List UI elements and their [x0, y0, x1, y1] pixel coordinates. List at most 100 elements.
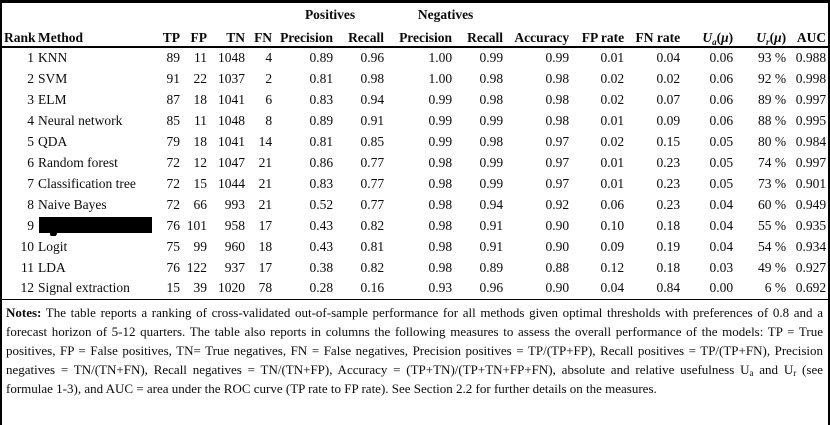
- cell-rank: 6: [27, 154, 34, 170]
- cell-fp-rate: 0.01: [600, 154, 625, 170]
- column-header-auc: AUC: [788, 23, 828, 48]
- cell-accuracy: 0.97: [545, 154, 570, 170]
- cell-auc: 0.692: [788, 278, 828, 300]
- cell-auc: 0.935: [795, 217, 827, 233]
- cell-recall-pos: 0.94: [360, 91, 385, 107]
- cell-fp: 18: [193, 133, 208, 149]
- cell-auc: 0.995: [795, 112, 827, 128]
- column-header-precision-pos: Precision: [274, 23, 336, 48]
- cell-tp: 89: [166, 50, 181, 65]
- cell-rank: 5: [27, 133, 34, 149]
- cell-fn-rate: 0.19: [656, 238, 681, 254]
- cell-ua: 0.05: [709, 154, 734, 170]
- cell-ua: 0.04: [709, 238, 734, 254]
- cell-fn-rate: 0.18: [656, 259, 681, 275]
- cell-auc: 0.949: [795, 196, 827, 212]
- cell-ua: 0.06: [709, 91, 734, 107]
- cell-fn: 6: [265, 91, 273, 107]
- column-header-recall-pos: Recall: [335, 23, 387, 48]
- cell-fn: 2: [265, 70, 273, 86]
- cell-fn-rate: 0.09: [656, 112, 681, 128]
- cell-precision-neg: 0.99: [428, 112, 453, 128]
- table-row: 11 LDA 76 122 937 17 0.38 0.82 0.98 0.89 0.88 0.12 0…: [2, 257, 828, 278]
- cell-tn: 993: [224, 196, 245, 212]
- cell-rank: 11: [21, 259, 34, 275]
- cell-fp-rate: 0.10: [600, 217, 625, 233]
- cell-method: Classification tree: [38, 175, 136, 191]
- cell-accuracy: 0.98: [545, 91, 570, 107]
- cell-precision-pos: 0.89: [309, 50, 334, 65]
- cell-ur: 6 %: [735, 278, 789, 300]
- cell-recall-pos: 0.85: [360, 133, 385, 149]
- cell-method: ELM: [38, 91, 67, 107]
- column-header-ua: Ua(μ): [682, 23, 736, 48]
- cell-method: Signal extraction: [36, 278, 158, 300]
- redaction-artifact: [50, 233, 57, 236]
- cell-accuracy: 0.98: [545, 112, 570, 128]
- cell-precision-pos: 0.28: [274, 278, 336, 300]
- cell-auc: 0.997: [795, 91, 827, 107]
- cell-recall-neg: 0.99: [479, 154, 504, 170]
- cell-tp: 85: [166, 112, 181, 128]
- cell-ua: 0.06: [709, 112, 734, 128]
- cell-method: Naive Bayes: [38, 196, 107, 212]
- cell-tp: 72: [166, 175, 181, 191]
- cell-ur: 89 %: [757, 91, 787, 107]
- cell-fn-rate: 0.07: [656, 91, 681, 107]
- cell-fp-rate: 0.02: [600, 133, 625, 149]
- cell-fn-rate: 0.23: [656, 154, 681, 170]
- cell-tp: 72: [166, 154, 181, 170]
- performance-table: Positives Negatives Rank Method TP FP TN FN Prec…: [2, 3, 828, 300]
- column-header-accuracy: Accuracy: [505, 23, 572, 48]
- cell-fp-rate: 0.09: [600, 238, 625, 254]
- cell-precision-neg: 0.99: [428, 91, 453, 107]
- column-header-tp: TP: [158, 23, 182, 48]
- cell-recall-neg: 0.99: [479, 50, 504, 65]
- cell-fp: 101: [186, 217, 207, 233]
- cell-fp: 22: [193, 70, 208, 86]
- cell-ur: 55 %: [757, 217, 787, 233]
- column-header-tn: TN: [209, 23, 247, 48]
- cell-ua: 0.05: [709, 175, 734, 191]
- cell-recall-pos: 0.16: [335, 278, 387, 300]
- column-header-rank: Rank: [2, 23, 36, 48]
- cell-accuracy: 0.99: [545, 50, 570, 65]
- cell-tn: 1044: [218, 175, 245, 191]
- cell-fp-rate: 0.02: [600, 91, 625, 107]
- cell-recall-pos: 0.77: [360, 196, 385, 212]
- cell-recall-neg: 0.94: [479, 196, 504, 212]
- cell-fn-rate: 0.04: [656, 50, 681, 65]
- cell-ua: 0.04: [709, 196, 734, 212]
- cell-method: LDA: [38, 259, 66, 275]
- cell-tn: 960: [224, 238, 245, 254]
- cell-tn: 1041: [218, 91, 245, 107]
- column-header-method: Method: [36, 23, 158, 48]
- cell-auc: 0.901: [795, 175, 827, 191]
- cell-fp-rate: 0.06: [600, 196, 625, 212]
- cell-method: Neural network: [38, 112, 123, 128]
- cell-tp: 79: [166, 133, 181, 149]
- notes-paragraph: Notes: The table reports a ranking of cr…: [6, 304, 823, 396]
- cell-tn: 1041: [218, 133, 245, 149]
- cell-fn-rate: 0.15: [656, 133, 681, 149]
- cell-method: [36, 215, 158, 236]
- cell-fn-rate: 0.02: [656, 70, 681, 86]
- cell-precision-neg: 0.98: [428, 175, 453, 191]
- cell-fn-rate: 0.23: [656, 175, 681, 191]
- cell-recall-neg: 0.99: [479, 175, 504, 191]
- cell-tp: 72: [166, 196, 181, 212]
- cell-ur: 92 %: [757, 70, 787, 86]
- cell-auc: 0.997: [795, 154, 827, 170]
- cell-tp: 15: [158, 278, 182, 300]
- cell-accuracy: 0.92: [545, 196, 570, 212]
- cell-fp: 18: [193, 91, 208, 107]
- cell-tp: 76: [166, 217, 181, 233]
- cell-fn-rate: 0.18: [656, 217, 681, 233]
- cell-recall-pos: 0.82: [360, 259, 385, 275]
- cell-tn: 1020: [209, 278, 247, 300]
- cell-fn: 17: [258, 217, 273, 233]
- cell-ua: 0.06: [709, 50, 734, 65]
- cell-fp-rate: 0.04: [571, 278, 627, 300]
- column-header-precision-neg: Precision: [386, 23, 455, 48]
